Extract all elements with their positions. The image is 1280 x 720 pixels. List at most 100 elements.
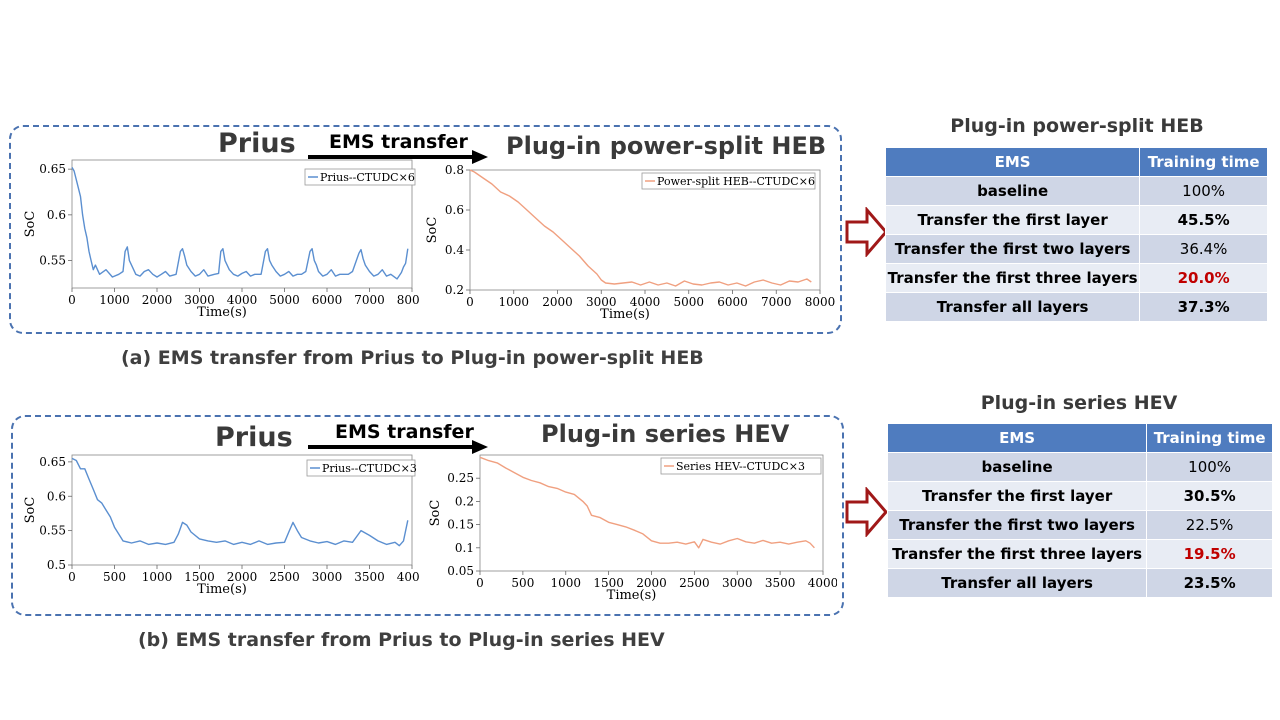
x-tick-label: 3500: [765, 576, 796, 590]
table-row: Transfer the first layer 30.5%: [886, 481, 1273, 511]
y-tick-label: 0.6: [47, 489, 66, 503]
panel-b-caption: (b) EMS transfer from Prius to Plug-in s…: [138, 629, 665, 651]
training-time-cell: 45.5%: [1139, 205, 1268, 235]
training-time-cell: 20.0%: [1139, 263, 1268, 293]
arrow-to-table-b: [845, 487, 888, 537]
x-tick-label: 1000: [142, 570, 173, 584]
x-tick-label: 500: [103, 570, 126, 584]
panel-a-arrow-label: EMS transfer: [329, 131, 468, 153]
table-row: Transfer the first three layers 19.5%: [886, 539, 1273, 569]
legend-label: Series HEV--CTUDC×3: [676, 460, 805, 473]
y-tick-label: 0.55: [39, 254, 66, 268]
y-axis-label: SoC: [425, 217, 440, 244]
x-tick-label: 2000: [227, 570, 258, 584]
x-tick-label: 1000: [550, 576, 581, 590]
x-tick-label: 3000: [184, 293, 215, 307]
x-tick-label: 4000: [630, 295, 661, 309]
y-tick-label: 0.55: [39, 524, 66, 538]
chart-prius-ctudc3: 0 500 1000 1500 2000 2500 3000 3500 4000 0.5 0.55 0…: [23, 454, 420, 597]
training-time-cell: 37.3%: [1139, 292, 1268, 322]
y-tick-label: 0.6: [47, 208, 66, 222]
x-tick-label: 5000: [269, 293, 300, 307]
x-tick-label: 0: [466, 295, 474, 309]
y-tick-label: 0.2: [455, 494, 474, 508]
x-tick-label: 3500: [354, 570, 385, 584]
training-time-cell: 30.5%: [1146, 481, 1273, 511]
x-tick-label: 3000: [586, 295, 617, 309]
legend-box: [304, 168, 416, 186]
y-axis-label: SoC: [23, 497, 38, 524]
column-header-ems: EMS: [884, 147, 1141, 177]
panel-b-arrow-label: EMS transfer: [335, 421, 474, 443]
panel-b-right-title: Plug-in series HEV: [541, 420, 790, 448]
y-tick-label: 0.65: [39, 455, 66, 469]
series-line: [479, 456, 815, 549]
x-tick-label: 3000: [312, 570, 343, 584]
column-header-training-time: Training time: [1146, 423, 1273, 453]
x-tick-label: 4000: [227, 293, 258, 307]
x-tick-label: 6000: [312, 293, 343, 307]
x-tick-label: 4000: [808, 576, 837, 590]
x-tick-label: 6000: [717, 295, 748, 309]
series-line: [469, 169, 812, 287]
x-axis-label: Time(s): [600, 307, 650, 322]
y-tick-label: 0.8: [445, 163, 464, 177]
table-a-header-row: EMS Training time: [884, 147, 1268, 177]
ems-cell: Transfer the first layer: [886, 481, 1148, 511]
panel-a-right-title: Plug-in power-split HEB: [506, 132, 827, 160]
ems-cell: Transfer the first three layers: [884, 263, 1141, 293]
x-tick-label: 500: [511, 576, 534, 590]
y-axis-label: SoC: [428, 500, 443, 527]
ems-cell: Transfer the first three layers: [886, 539, 1148, 569]
x-axis-label: Time(s): [607, 588, 657, 603]
column-header-ems: EMS: [886, 423, 1148, 453]
ems-cell: Transfer all layers: [886, 568, 1148, 598]
panel-b-left-title: Prius: [215, 422, 293, 453]
training-time-cell: 100%: [1146, 452, 1273, 482]
panel-a-frame: [9, 125, 842, 334]
chart-power-split-heb: 0 1000 2000 3000 4000 5000 6000 7000 8000 0.2 0.4 0…: [425, 163, 835, 322]
legend-label: Power-split HEB--CTUDC×6: [657, 175, 815, 188]
x-tick-label: 1000: [498, 295, 529, 309]
y-tick-label: 0.05: [447, 564, 474, 578]
table-b-title: Plug-in series HEV: [980, 392, 1178, 414]
ems-cell: Transfer the first two layers: [884, 234, 1141, 264]
y-tick-label: 0.6: [445, 203, 464, 217]
table-row: Transfer the first three layers 20.0%: [884, 263, 1268, 293]
chart-series-hev: 0 500 1000 1500 2000 2500 3000 3500 4000 0.05 0.1 0…: [428, 454, 837, 603]
ems-cell: baseline: [886, 452, 1148, 482]
table-b: EMS Training time baseline 100% Transfer t…: [886, 423, 1273, 598]
panel-b-frame: [11, 415, 844, 616]
table-row: Transfer all layers 37.3%: [884, 292, 1268, 322]
x-tick-label: 2500: [679, 576, 710, 590]
table-b-header-row: EMS Training time: [886, 423, 1273, 453]
series-line: [71, 457, 409, 547]
ems-cell: baseline: [884, 176, 1141, 206]
y-tick-label: 0.5: [47, 558, 66, 572]
panel-a-transfer-arrow: [308, 150, 488, 164]
training-time-cell: 22.5%: [1146, 510, 1273, 540]
chart-prius-ctudc6: 0 1000 2000 3000 4000 5000 6000 7000 8000 0.55 0.6…: [23, 159, 420, 320]
table-row: Transfer all layers 23.5%: [886, 568, 1273, 598]
legend-label: Prius--CTUDC×6: [320, 171, 415, 184]
training-time-cell: 100%: [1139, 176, 1268, 206]
table-a: EMS Training time baseline 100% Transfer t…: [884, 147, 1268, 322]
table-row: Transfer the first two layers 22.5%: [886, 510, 1273, 540]
panel-a-caption: (a) EMS transfer from Prius to Plug-in p…: [121, 347, 704, 369]
legend-box: [306, 459, 416, 477]
training-time-cell: 23.5%: [1146, 568, 1273, 598]
y-tick-label: 0.65: [39, 162, 66, 176]
x-tick-label: 5000: [673, 295, 704, 309]
legend-label: Prius--CTUDC×3: [322, 462, 417, 475]
x-tick-label: 0: [68, 570, 76, 584]
y-tick-label: 0.25: [447, 471, 474, 485]
table-row: Transfer the first two layers 36.4%: [884, 234, 1268, 264]
x-tick-label: 2000: [142, 293, 173, 307]
x-axis-label: Time(s): [197, 582, 247, 597]
training-time-cell: 36.4%: [1139, 234, 1268, 264]
column-header-training-time: Training time: [1139, 147, 1268, 177]
x-tick-label: 2000: [542, 295, 573, 309]
x-tick-label: 2000: [636, 576, 667, 590]
series-line: [71, 166, 409, 280]
x-tick-label: 4000: [397, 570, 420, 584]
